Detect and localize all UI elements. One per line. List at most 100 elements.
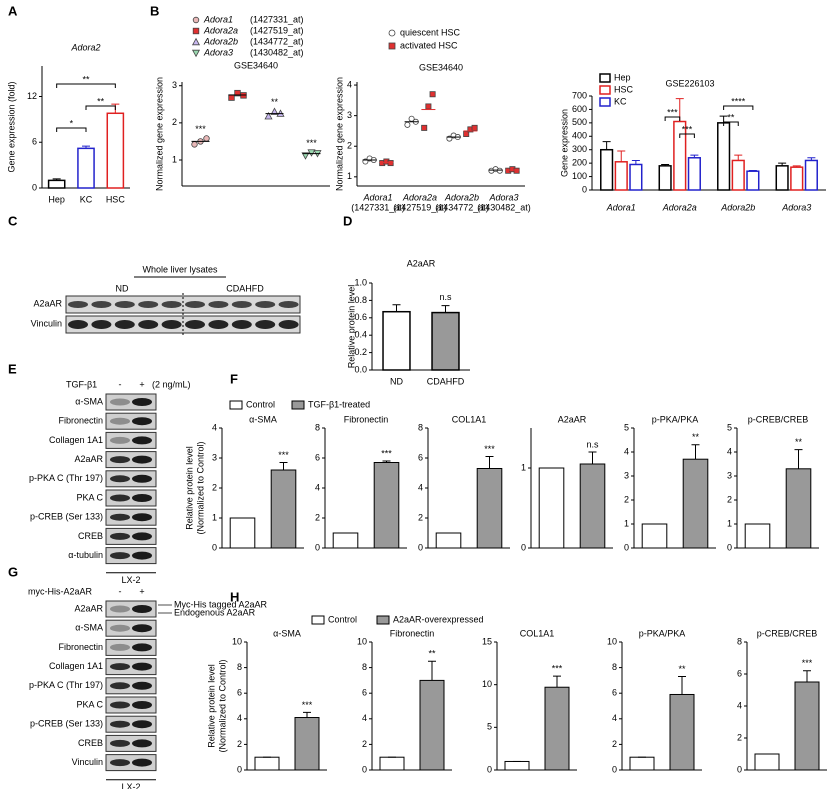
legend-sublabel: (1430482_at) — [250, 47, 304, 57]
y-tick-label: 10 — [607, 636, 617, 646]
marker — [421, 124, 428, 131]
blot-band — [132, 643, 152, 652]
legend-swatch — [291, 400, 305, 410]
lane-label: + — [139, 586, 144, 596]
x-tick-label: Adora1 — [606, 202, 636, 212]
bracket-label: ** — [727, 112, 735, 122]
y-tick-label: 3 — [212, 452, 217, 462]
row-label: α-SMA — [75, 396, 103, 406]
error-bar — [553, 675, 561, 688]
panel-letter: E — [8, 361, 17, 376]
y-tick-label: 8 — [737, 636, 742, 646]
blot-strip — [105, 677, 157, 695]
y-tick-label: 1 — [727, 518, 732, 528]
blot-strip — [105, 715, 157, 733]
panel-title: Fibronectin — [344, 414, 389, 424]
chart-title: A2aAR — [407, 258, 436, 268]
panel-letter: A — [8, 3, 18, 18]
blot-band — [208, 301, 229, 308]
blot-strip — [105, 547, 157, 565]
blot-band — [68, 301, 88, 308]
row-label: α-tubulin — [68, 550, 103, 560]
blot-band — [278, 301, 299, 308]
error-bar — [279, 462, 288, 470]
error-bar — [485, 456, 494, 469]
annotation: *** — [195, 124, 206, 134]
error-bar — [734, 154, 743, 161]
y-tick-label: 0 — [212, 542, 217, 552]
y-tick-label: 0 — [487, 764, 492, 774]
marker — [191, 141, 198, 148]
row-label: PKA C — [76, 699, 103, 709]
blot-band — [110, 605, 130, 613]
y-tick-label: 1 — [521, 462, 526, 472]
blot-strip — [105, 658, 157, 676]
y-tick-label: 2 — [418, 512, 423, 522]
y-tick-label: 8 — [362, 662, 367, 672]
error-bar — [807, 157, 816, 161]
marker — [496, 167, 503, 174]
annotation: *** — [381, 448, 392, 458]
y-axis-label: (Normalized to Control) — [195, 441, 205, 534]
y-tick-label: 6 — [362, 688, 367, 698]
blot-strip — [105, 754, 157, 772]
blot-band — [110, 759, 130, 767]
bar — [785, 468, 812, 549]
x-tick-label: Adora2a — [402, 192, 437, 202]
row-label: α-SMA — [75, 623, 103, 633]
marker — [404, 121, 411, 128]
blot-band — [110, 456, 130, 464]
blot-band — [255, 301, 276, 308]
marker — [513, 167, 520, 174]
bracket — [723, 121, 739, 126]
y-tick-label: 4 — [362, 713, 367, 723]
blot-strip — [105, 527, 157, 545]
blot-band — [132, 532, 152, 541]
blot-band — [132, 455, 152, 464]
bar — [669, 693, 695, 771]
bar — [744, 523, 771, 549]
row-label: A2aAR — [33, 298, 62, 308]
bar — [600, 148, 614, 191]
y-tick-label: 600 — [572, 104, 587, 114]
y-tick-label: 0 — [727, 542, 732, 552]
y-axis-label: Relative protein level — [184, 446, 194, 530]
y-tick-label: 2 — [737, 732, 742, 742]
x-tick-label: CDAHFD — [427, 376, 465, 386]
y-tick-label: 1 — [212, 512, 217, 522]
y-tick-label: 0.8 — [354, 295, 367, 305]
row-label: Fibronectin — [58, 642, 103, 652]
error-bar — [303, 711, 311, 718]
blot-band — [208, 320, 229, 329]
y-tick-label: 6 — [315, 452, 320, 462]
bar — [254, 756, 280, 771]
error-bar — [392, 304, 401, 312]
panel-title: p-CREB/CREB — [757, 628, 818, 638]
y-tick-label: 3 — [347, 110, 352, 120]
y-tick-label: 4 — [737, 700, 742, 710]
legend-sublabel: (1427331_at) — [250, 14, 304, 24]
cell-line: LX-2 — [121, 782, 140, 789]
x-tick-sublabel: (1430482_at) — [477, 202, 531, 212]
annotation: ** — [271, 97, 279, 107]
panel-title: COL1A1 — [520, 628, 555, 638]
marker — [192, 16, 200, 24]
blot-band — [91, 301, 112, 308]
y-tick-label: 6 — [32, 137, 37, 147]
error-bar — [690, 154, 699, 158]
y-tick-label: 1.0 — [354, 277, 367, 287]
marker — [388, 29, 396, 37]
y-tick-label: 3 — [624, 470, 629, 480]
marker — [387, 160, 394, 167]
blot-strip — [105, 393, 157, 411]
error-bar — [52, 178, 61, 181]
y-axis-label: Relative protein level — [206, 664, 216, 748]
y-tick-label: 0 — [362, 764, 367, 774]
row-label: p-CREB (Ser 133) — [30, 512, 103, 522]
legend-label: A2aAR-overexpressed — [393, 614, 484, 624]
bracket-label: * — [70, 118, 74, 128]
row-label: PKA C — [76, 492, 103, 502]
blot-band — [138, 301, 159, 308]
marker — [270, 107, 279, 115]
